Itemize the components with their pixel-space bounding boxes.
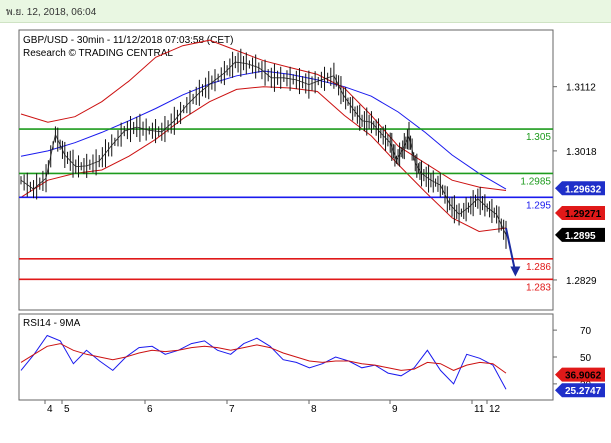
x-tick-label-7: 12: [489, 404, 501, 415]
price-tag-bg-0: [555, 181, 605, 196]
rsi-title: RSI14 - 9MA: [23, 318, 81, 329]
price-tag-label-0: 1.29632: [565, 184, 602, 195]
forecast-arrow-shaft: [505, 227, 517, 273]
rsi-line-0: [20, 334, 507, 390]
level-label-3: 1.286: [526, 262, 551, 273]
x-tick-label-2: 6: [147, 404, 153, 415]
price-tag-label-1: 1.29271: [565, 209, 602, 220]
x-tick-label-1: 5: [64, 404, 70, 415]
rsi-tags: 36.9062 25.2747: [555, 367, 605, 398]
rsi-tag-bg-1: [555, 383, 605, 398]
price-overlay-line-1: [20, 39, 507, 191]
price-tick-label-1: 1.3018: [566, 147, 597, 158]
chart-subtitle: Research © TRADING CENTRAL: [23, 48, 173, 59]
x-tick-label-6: 11: [474, 404, 485, 415]
forecast-arrow-head: [510, 266, 521, 277]
rsi-tag-label-0: 36.9062: [565, 371, 602, 382]
price-tag-label-2: 1.2895: [565, 231, 596, 242]
top-bar: พ.ย. 12, 2018, 06:04: [0, 0, 611, 23]
rsi-tick-label-0: 70: [580, 326, 592, 337]
level-label-4: 1.283: [526, 282, 551, 293]
price-tick-label-0: 1.3112: [566, 83, 596, 94]
price-series: [20, 48, 521, 277]
price-y-ticks: 1.3112 1.3018 1.2829: [553, 83, 597, 287]
price-levels: 1.305 1.2985 1.295 1.286 1.283: [19, 128, 553, 293]
price-plot-area: [18, 29, 554, 311]
chart-title: GBP/USD - 30min - 11/12/2018 07:03:58 (C…: [23, 35, 233, 46]
x-tick-label-3: 7: [229, 404, 235, 415]
level-label-0: 1.305: [526, 132, 551, 143]
x-tick-label-0: 4: [47, 404, 53, 415]
x-tick-label-4: 8: [311, 404, 317, 415]
rsi-line-1: [20, 343, 507, 374]
rsi-tag-label-1: 25.2747: [565, 386, 602, 397]
x-tick-label-5: 9: [392, 404, 398, 415]
level-label-1: 1.2985: [520, 176, 551, 187]
price-tick-label-2: 1.2829: [566, 276, 597, 287]
price-tags: 1.29632 1.29271 1.2895: [555, 181, 605, 242]
price-panel: GBP/USD - 30min - 11/12/2018 07:03:58 (C…: [18, 29, 605, 311]
rsi-tick-label-1: 50: [580, 353, 592, 364]
rsi-series: [20, 334, 507, 390]
date-label: พ.ย. 12, 2018, 06:04: [6, 7, 97, 18]
rsi-tag-bg-0: [555, 367, 605, 382]
price-overlay-line-2: [20, 86, 507, 233]
price-tag-bg-2: [555, 227, 605, 242]
x-axis: 4 5 6 7 8 9 11 12: [44, 400, 501, 415]
price-tag-bg-1: [555, 205, 605, 220]
price-line: [20, 61, 507, 236]
level-label-2: 1.295: [526, 200, 551, 211]
